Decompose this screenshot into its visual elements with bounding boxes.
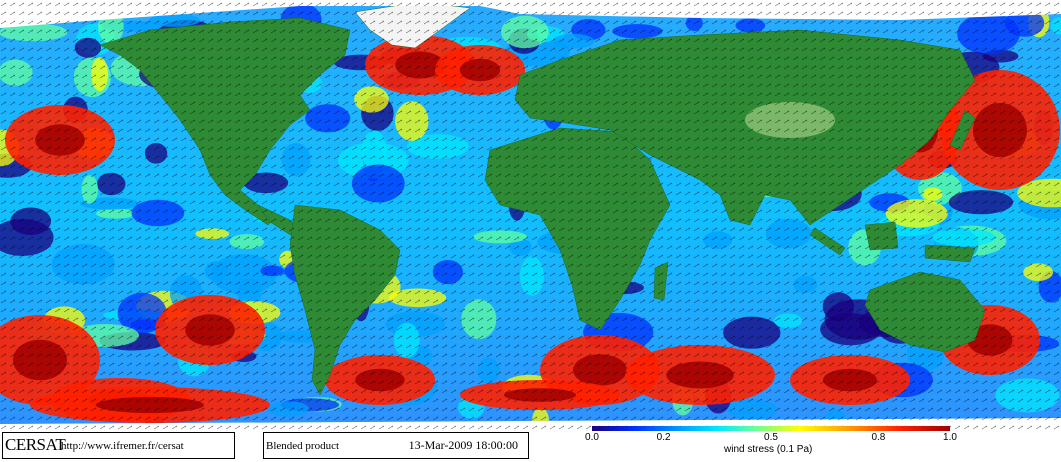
scale-label: wind stress (0.1 Pa)	[724, 444, 813, 455]
cersat-logo: CERSAT	[5, 435, 66, 454]
product-label: Blended product	[266, 440, 340, 452]
scale-tick: 0.2	[656, 432, 671, 443]
scale-tick: 1.0	[943, 432, 957, 443]
wind-vectors	[0, 0, 1061, 430]
scale-tick: 0.5	[764, 432, 778, 443]
product-date: 13-Mar-2009 18:00:00	[408, 438, 518, 452]
colorbar	[592, 426, 950, 431]
color-scale: 0.0 0.2 0.5 0.8 1.0 wind stress (0.1 Pa)	[574, 426, 964, 458]
cersat-url[interactable]: http://www.ifremer.fr/cersat	[61, 440, 184, 452]
cersat-box: CERSAT http://www.ifremer.fr/cersat	[2, 432, 235, 459]
product-box: Blended product 13-Mar-2009 18:00:00	[263, 432, 529, 459]
scale-tick: 0.0	[585, 432, 599, 443]
scale-tick: 0.8	[871, 432, 886, 443]
